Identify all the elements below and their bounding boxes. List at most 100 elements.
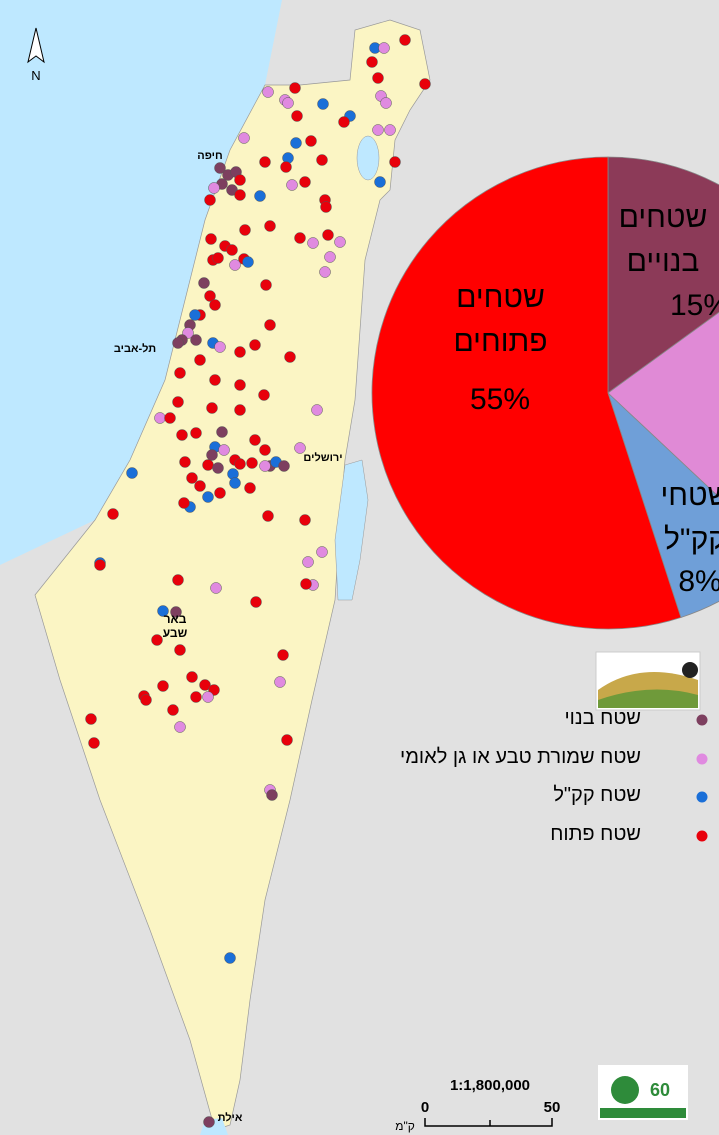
site-dot (190, 691, 202, 703)
site-dot (172, 337, 184, 349)
site-dot (198, 277, 210, 289)
site-dot (302, 556, 314, 568)
site-dot (214, 487, 226, 499)
site-dot (126, 467, 138, 479)
site-dot (186, 671, 198, 683)
site-dot (234, 458, 246, 470)
site-dot (254, 190, 266, 202)
site-dot (366, 56, 378, 68)
site-dot (157, 680, 169, 692)
site-dot (214, 162, 226, 174)
pie-slice (607, 156, 719, 394)
site-dot (324, 251, 336, 263)
slice-value: 55% (469, 383, 531, 416)
site-dot (216, 426, 228, 438)
site-dot (85, 713, 97, 725)
slice-value: 8% (678, 565, 719, 598)
site-dot (234, 189, 246, 201)
site-dot (274, 676, 286, 688)
site-dot (218, 444, 230, 456)
site-dot (199, 679, 211, 691)
site-dot (280, 161, 292, 173)
site-dot (107, 508, 119, 520)
site-dot (212, 252, 224, 264)
scale-bar (424, 1118, 553, 1127)
site-dot (374, 176, 386, 188)
site-dot (319, 266, 331, 278)
site-dot (179, 456, 191, 468)
site-dot (334, 236, 346, 248)
site-dot (294, 232, 306, 244)
slice-label: שטחים בנויים (618, 201, 708, 278)
site-dot (262, 86, 274, 98)
site-dot (372, 72, 384, 84)
site-dot (178, 497, 190, 509)
site-dot (234, 379, 246, 391)
site-dot (338, 116, 350, 128)
site-dot (380, 97, 392, 109)
scale-ratio: 1:1,800,000 (450, 1077, 530, 1094)
site-dot (419, 78, 431, 90)
city-label: ירושלים (303, 452, 343, 464)
site-dot (194, 354, 206, 366)
city-label: באר שבע (162, 612, 188, 640)
site-dot (249, 339, 261, 351)
site-dot (299, 514, 311, 526)
site-dot (174, 721, 186, 733)
site-dot (174, 644, 186, 656)
site-dot (242, 256, 254, 268)
site-dot (316, 154, 328, 166)
site-dot (234, 404, 246, 416)
city-label: חיפה (197, 150, 223, 162)
pie-slice (607, 392, 719, 618)
site-dot (389, 156, 401, 168)
site-dot (300, 578, 312, 590)
site-dot (246, 457, 258, 469)
site-dot (229, 477, 241, 489)
site-dot (249, 434, 261, 446)
site-dot (259, 460, 271, 472)
site-dot (194, 480, 206, 492)
site-dot (206, 449, 218, 461)
pie-slice (607, 311, 719, 498)
site-dot (88, 737, 100, 749)
site-dot (238, 132, 250, 144)
site-dot (239, 224, 251, 236)
site-dot (264, 319, 276, 331)
site-dot (204, 290, 216, 302)
site-dot (277, 649, 289, 661)
site-dot (322, 229, 334, 241)
site-dot (212, 462, 224, 474)
land (34, 19, 431, 1131)
site-dot (140, 694, 152, 706)
site-dot (259, 444, 271, 456)
site-dot (258, 389, 270, 401)
site-dot (316, 546, 328, 558)
site-dot (290, 137, 302, 149)
site-dot (214, 341, 226, 353)
scale-unit: ק"מ (395, 1119, 415, 1133)
city-label: תל-אביב (113, 343, 157, 355)
site-dot (234, 346, 246, 358)
site-dot (94, 559, 106, 571)
kinneret (356, 135, 380, 181)
site-dot (204, 194, 216, 206)
site-dot (206, 402, 218, 414)
site-dot (307, 237, 319, 249)
site-dot (164, 412, 176, 424)
site-dot (234, 174, 246, 186)
site-dot (372, 124, 384, 136)
site-dot (203, 1116, 215, 1128)
site-dot (209, 299, 221, 311)
sea (0, 0, 282, 565)
site-dot (262, 510, 274, 522)
site-dot (205, 233, 217, 245)
site-dot (305, 135, 317, 147)
dead-sea (334, 459, 369, 601)
site-dot (170, 606, 182, 618)
site-dot (250, 596, 262, 608)
site-dot (317, 98, 329, 110)
site-dot (282, 97, 294, 109)
